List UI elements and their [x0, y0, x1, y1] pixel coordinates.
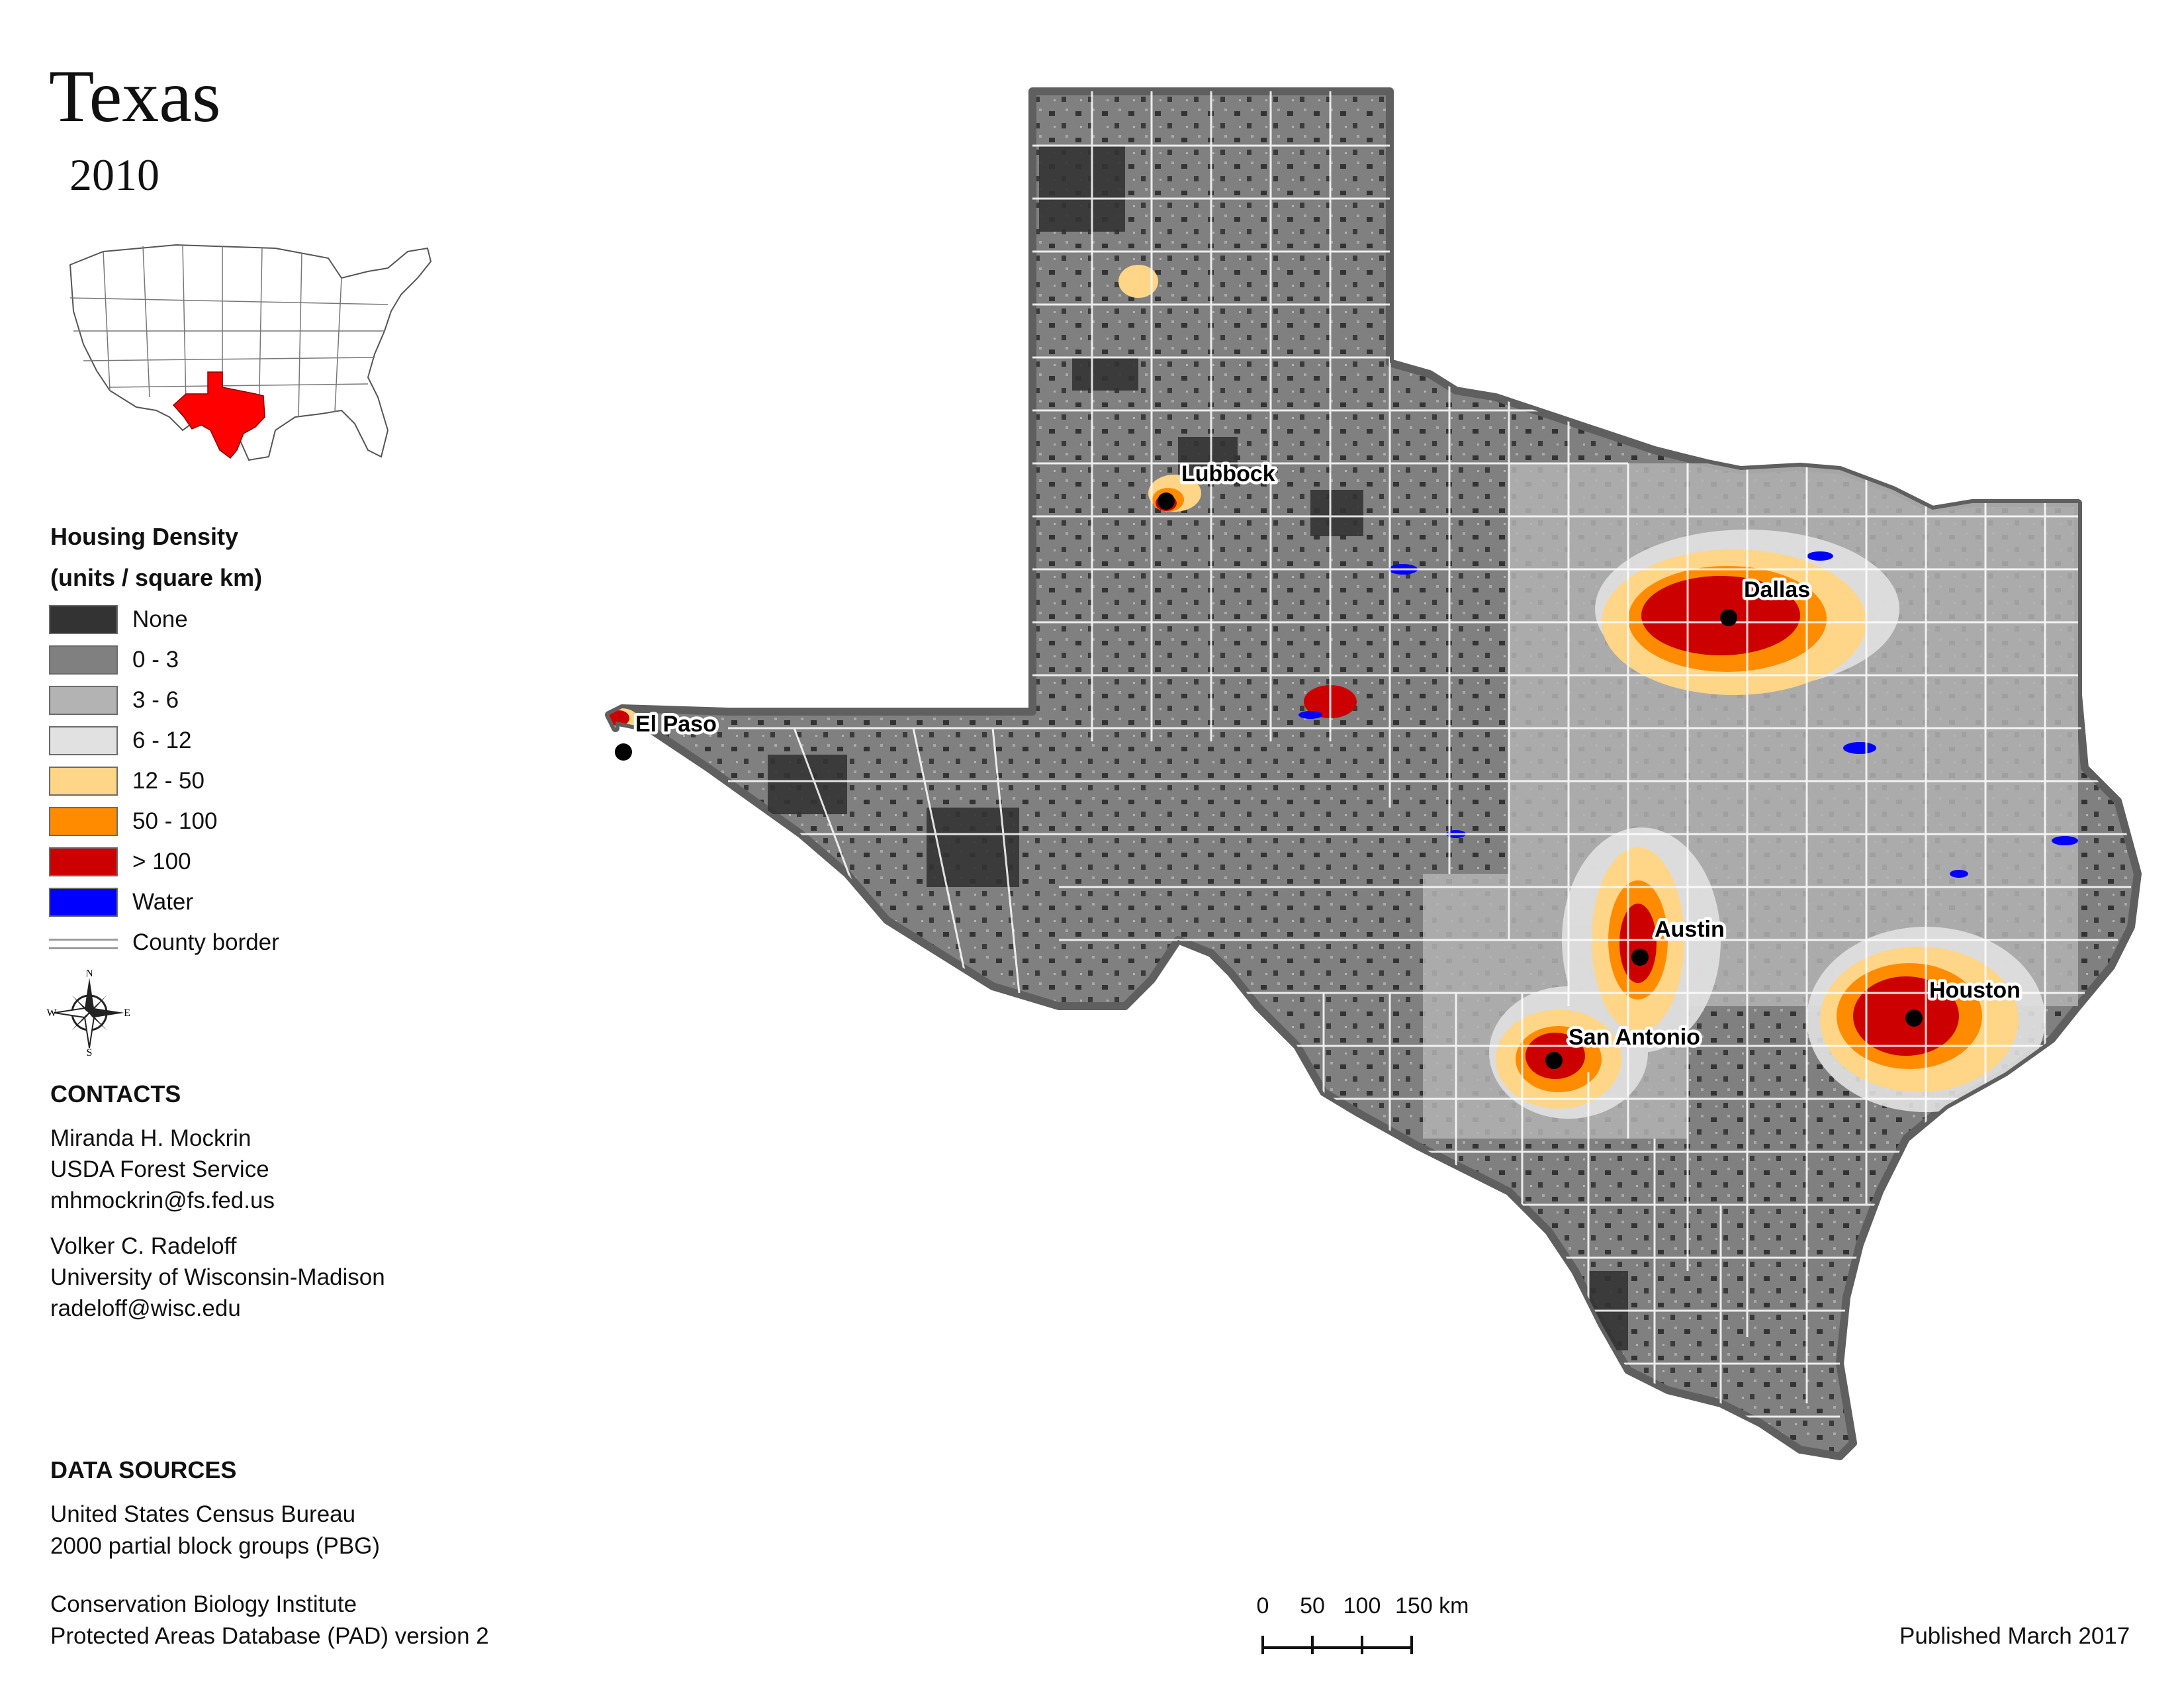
legend-swatch [49, 645, 118, 675]
legend-swatch [49, 766, 118, 796]
compass-e: E [124, 1008, 130, 1019]
texas-state-outline [605, 87, 2142, 1460]
data-source-line: United States Census Bureau [50, 1501, 356, 1527]
texas-highlight [172, 371, 265, 459]
map-year: 2010 [69, 150, 159, 200]
scale-tick-label: 100 [1343, 1593, 1381, 1618]
legend-label: 0 - 3 [132, 646, 179, 673]
city-markers: Lubbock Dallas El Paso Austin Houston Sa… [615, 459, 2023, 1069]
city-dot-houston [1905, 1009, 1923, 1027]
compass-n: N [85, 970, 93, 979]
county-border-swatch [49, 928, 118, 957]
city-dot-el-paso [615, 743, 632, 761]
legend-item-over-100: > 100 [49, 841, 279, 882]
contact-org: USDA Forest Service [50, 1156, 269, 1182]
county-borders [728, 91, 2131, 1456]
data-source-line: 2000 partial block groups (PBG) [50, 1533, 381, 1559]
legend-swatch [49, 726, 118, 755]
legend-item-none: None [49, 599, 279, 639]
city-dot-lubbock [1158, 492, 1175, 510]
legend-item-50-100: 50 - 100 [49, 801, 279, 841]
legend-label: Water [132, 888, 194, 915]
city-label-houston: Houston [1929, 978, 2021, 1003]
us-inset-map [69, 244, 432, 461]
legend-swatch [49, 887, 118, 917]
legend-swatch [49, 806, 118, 836]
city-dot-dallas [1720, 609, 1737, 626]
compass-w: W [46, 1008, 57, 1019]
scale-tick-label: 150 km [1395, 1593, 1469, 1618]
legend-item-0-3: 0 - 3 [49, 639, 279, 680]
contact-org: University of Wisconsin-Madison [50, 1264, 385, 1290]
scale-tick-label: 50 [1300, 1593, 1325, 1618]
legend-label: > 100 [132, 848, 191, 874]
legend-item-6-12: 6 - 12 [49, 720, 279, 761]
city-label-san-antonio: San Antonio [1569, 1025, 1700, 1050]
scale-tick-label: 0 [1257, 1593, 1269, 1618]
texas-map: Lubbock Dallas El Paso Austin Houston Sa… [605, 87, 2142, 1460]
compass-rose-icon: N S W E [46, 970, 130, 1056]
published-date: Published March 2017 [1899, 1623, 2130, 1649]
scale-bar: 0 50 100 150 km [1257, 1593, 1469, 1654]
data-sources-heading: DATA SOURCES [50, 1456, 237, 1483]
legend-title: Housing Density [50, 523, 239, 550]
legend-label: County border [132, 929, 279, 955]
legend-label: 6 - 12 [132, 727, 192, 753]
contacts-heading: CONTACTS [50, 1080, 181, 1107]
contact-email: mhmockrin@fs.fed.us [50, 1188, 275, 1213]
legend-swatch [49, 604, 118, 634]
legend-label: 3 - 6 [132, 686, 179, 713]
legend-item-3-6: 3 - 6 [49, 680, 279, 720]
legend-label: 50 - 100 [132, 808, 218, 834]
legend-units: (units / square km) [50, 564, 263, 591]
legend-item-water: Water [49, 882, 279, 922]
legend-item-county-border: County border [49, 922, 279, 962]
city-label-lubbock: Lubbock [1181, 461, 1275, 487]
legend-swatch [49, 685, 118, 715]
city-label-dallas: Dallas [1744, 577, 1810, 602]
legend: None 0 - 3 3 - 6 6 - 12 12 - 50 50 - 100… [49, 599, 279, 962]
legend-label: None [132, 606, 188, 632]
city-label-el-paso: El Paso [635, 712, 717, 737]
city-label-austin: Austin [1655, 917, 1725, 942]
legend-item-12-50: 12 - 50 [49, 761, 279, 801]
map-title: Texas [49, 56, 221, 138]
data-source-line: Conservation Biology Institute [50, 1591, 357, 1617]
city-dot-san-antonio [1545, 1052, 1563, 1069]
contact-name: Volker C. Radeloff [50, 1233, 237, 1259]
compass-s: S [87, 1047, 93, 1056]
data-source-line: Protected Areas Database (PAD) version 2 [50, 1623, 489, 1649]
contact-email: radeloff@wisc.edu [50, 1295, 241, 1321]
legend-label: 12 - 50 [132, 767, 205, 794]
city-dot-austin [1631, 949, 1649, 966]
contact-name: Miranda H. Mockrin [50, 1125, 251, 1151]
legend-swatch [49, 847, 118, 876]
